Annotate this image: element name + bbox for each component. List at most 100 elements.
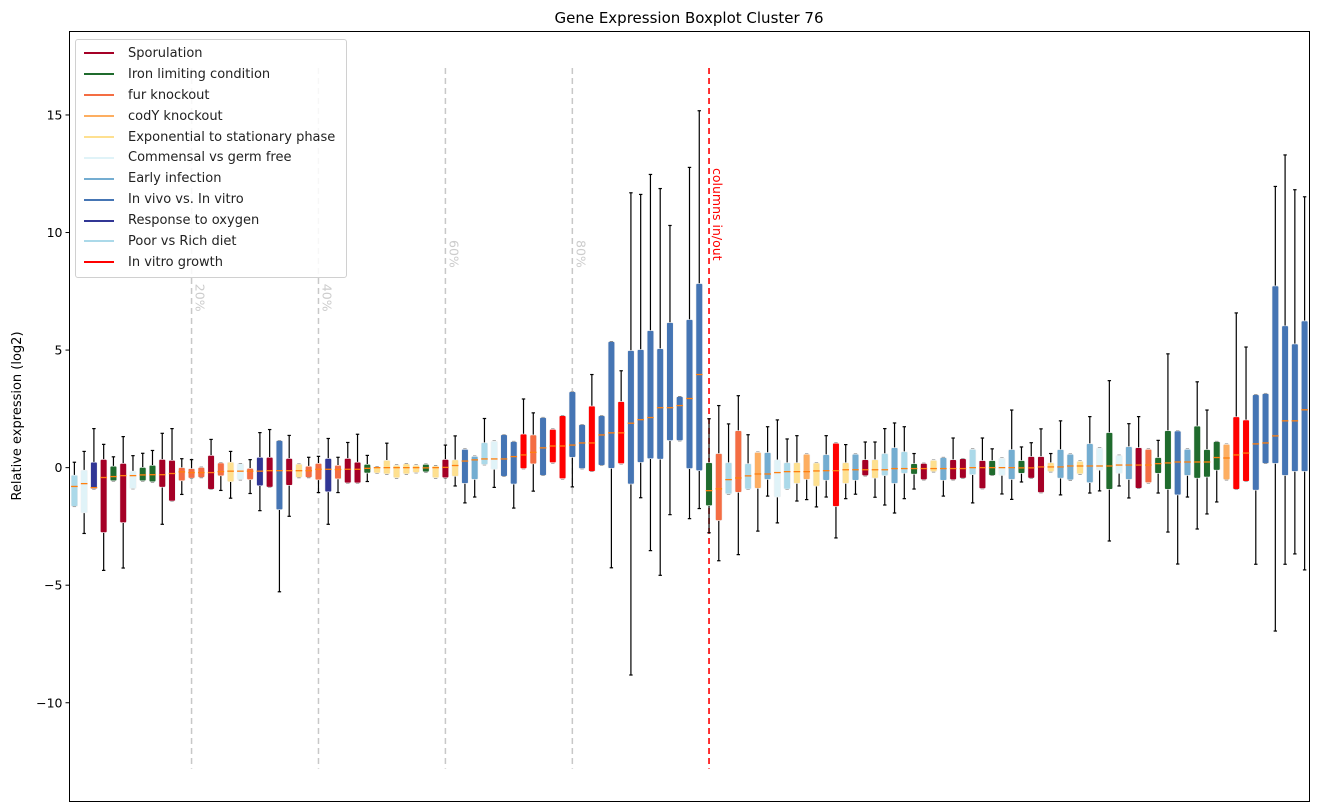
box-95: [988, 448, 996, 476]
box-body: [1222, 444, 1231, 480]
box-65: [695, 110, 703, 510]
box-10: [158, 432, 166, 525]
chart-title: Gene Expression Boxplot Cluster 76: [554, 9, 823, 27]
legend-item: fur knockout: [76, 85, 346, 106]
box-body: [1095, 447, 1104, 471]
legend-label: Commensal vs germ free: [128, 150, 292, 166]
box-54: [588, 373, 596, 472]
box-body: [539, 417, 547, 476]
box-86: [900, 426, 908, 500]
box-body: [822, 454, 830, 481]
box-31: [363, 454, 371, 483]
box-body: [588, 405, 596, 472]
legend-line-icon: [84, 136, 114, 138]
legend-item: Sporulation: [76, 43, 346, 64]
box-4: [100, 443, 108, 571]
box-body: [705, 462, 713, 507]
box-85: [890, 422, 899, 514]
y-tick-label: 5: [55, 343, 63, 358]
box-body: [598, 415, 606, 466]
y-tick-label: 15: [47, 107, 63, 122]
box-body: [842, 462, 850, 484]
box-body: [1301, 320, 1309, 472]
box-64: [685, 166, 694, 520]
box-84: [881, 428, 889, 506]
box-116: [1193, 381, 1201, 530]
box-body: [1056, 449, 1065, 479]
box-46: [510, 440, 518, 509]
box-body: [1154, 457, 1162, 474]
box-114: [1174, 430, 1182, 565]
box-32: [373, 466, 381, 474]
box-38: [432, 465, 440, 479]
box-9: [148, 449, 157, 483]
box-body: [607, 341, 615, 469]
box-body: [978, 460, 987, 489]
box-24: [295, 463, 303, 479]
box-110: [1135, 416, 1143, 489]
box-body: [1203, 449, 1211, 478]
box-body: [1115, 455, 1123, 474]
box-body: [402, 463, 410, 475]
box-body: [305, 465, 313, 478]
boxes: [70, 110, 1309, 676]
box-123: [1261, 392, 1270, 465]
box-5: [109, 456, 118, 482]
box-102: [1056, 420, 1065, 496]
box-body: [881, 453, 889, 476]
box-body: [929, 460, 938, 472]
legend-line-icon: [84, 94, 114, 97]
box-58: [627, 192, 635, 676]
legend-label: Response to oxygen: [128, 213, 260, 229]
box-59: [637, 193, 645, 499]
plot-frame: [69, 31, 1310, 802]
box-body: [666, 322, 674, 441]
box-body: [1213, 441, 1221, 471]
legend-label: Early infection: [128, 171, 222, 187]
box-28: [334, 456, 342, 494]
box-42: [471, 455, 479, 498]
box-44: [490, 440, 498, 488]
box-51: [558, 415, 567, 480]
legend-line-icon: [84, 115, 114, 118]
box-body: [353, 461, 362, 484]
box-body: [1164, 430, 1172, 490]
box-94: [978, 437, 987, 490]
box-body: [803, 453, 811, 480]
box-body: [627, 350, 635, 485]
box-47: [519, 398, 528, 470]
box-body: [1105, 432, 1113, 490]
percent-label: 80%: [573, 240, 588, 268]
box-107: [1105, 380, 1113, 542]
box-91: [949, 437, 957, 481]
legend-label: In vivo vs. In vitro: [128, 192, 244, 208]
box-82: [861, 441, 869, 477]
box-body: [1242, 419, 1250, 482]
box-36: [412, 464, 420, 474]
box-body: [1008, 449, 1016, 480]
box-30: [353, 433, 362, 484]
box-62: [666, 224, 674, 516]
box-body: [900, 451, 908, 474]
box-115: [1183, 448, 1192, 498]
box-17: [227, 450, 235, 499]
box-56: [607, 341, 615, 569]
box-89: [929, 459, 938, 473]
box-body: [217, 462, 225, 477]
box-body: [1232, 416, 1240, 490]
box-52: [568, 391, 576, 488]
legend-label: Iron limiting condition: [128, 66, 271, 82]
box-16: [217, 462, 225, 492]
legend-line-icon: [84, 177, 114, 180]
y-axis-label: Relative expression (log2): [10, 331, 25, 500]
box-body: [1193, 425, 1201, 479]
box-87: [910, 452, 918, 490]
box-body: [558, 415, 567, 479]
box-105: [1086, 416, 1094, 494]
box-55: [598, 415, 606, 466]
legend-line-icon: [84, 240, 114, 243]
box-121: [1242, 346, 1250, 482]
box-body: [344, 458, 352, 484]
box-53: [578, 424, 586, 470]
box-body: [529, 434, 537, 465]
